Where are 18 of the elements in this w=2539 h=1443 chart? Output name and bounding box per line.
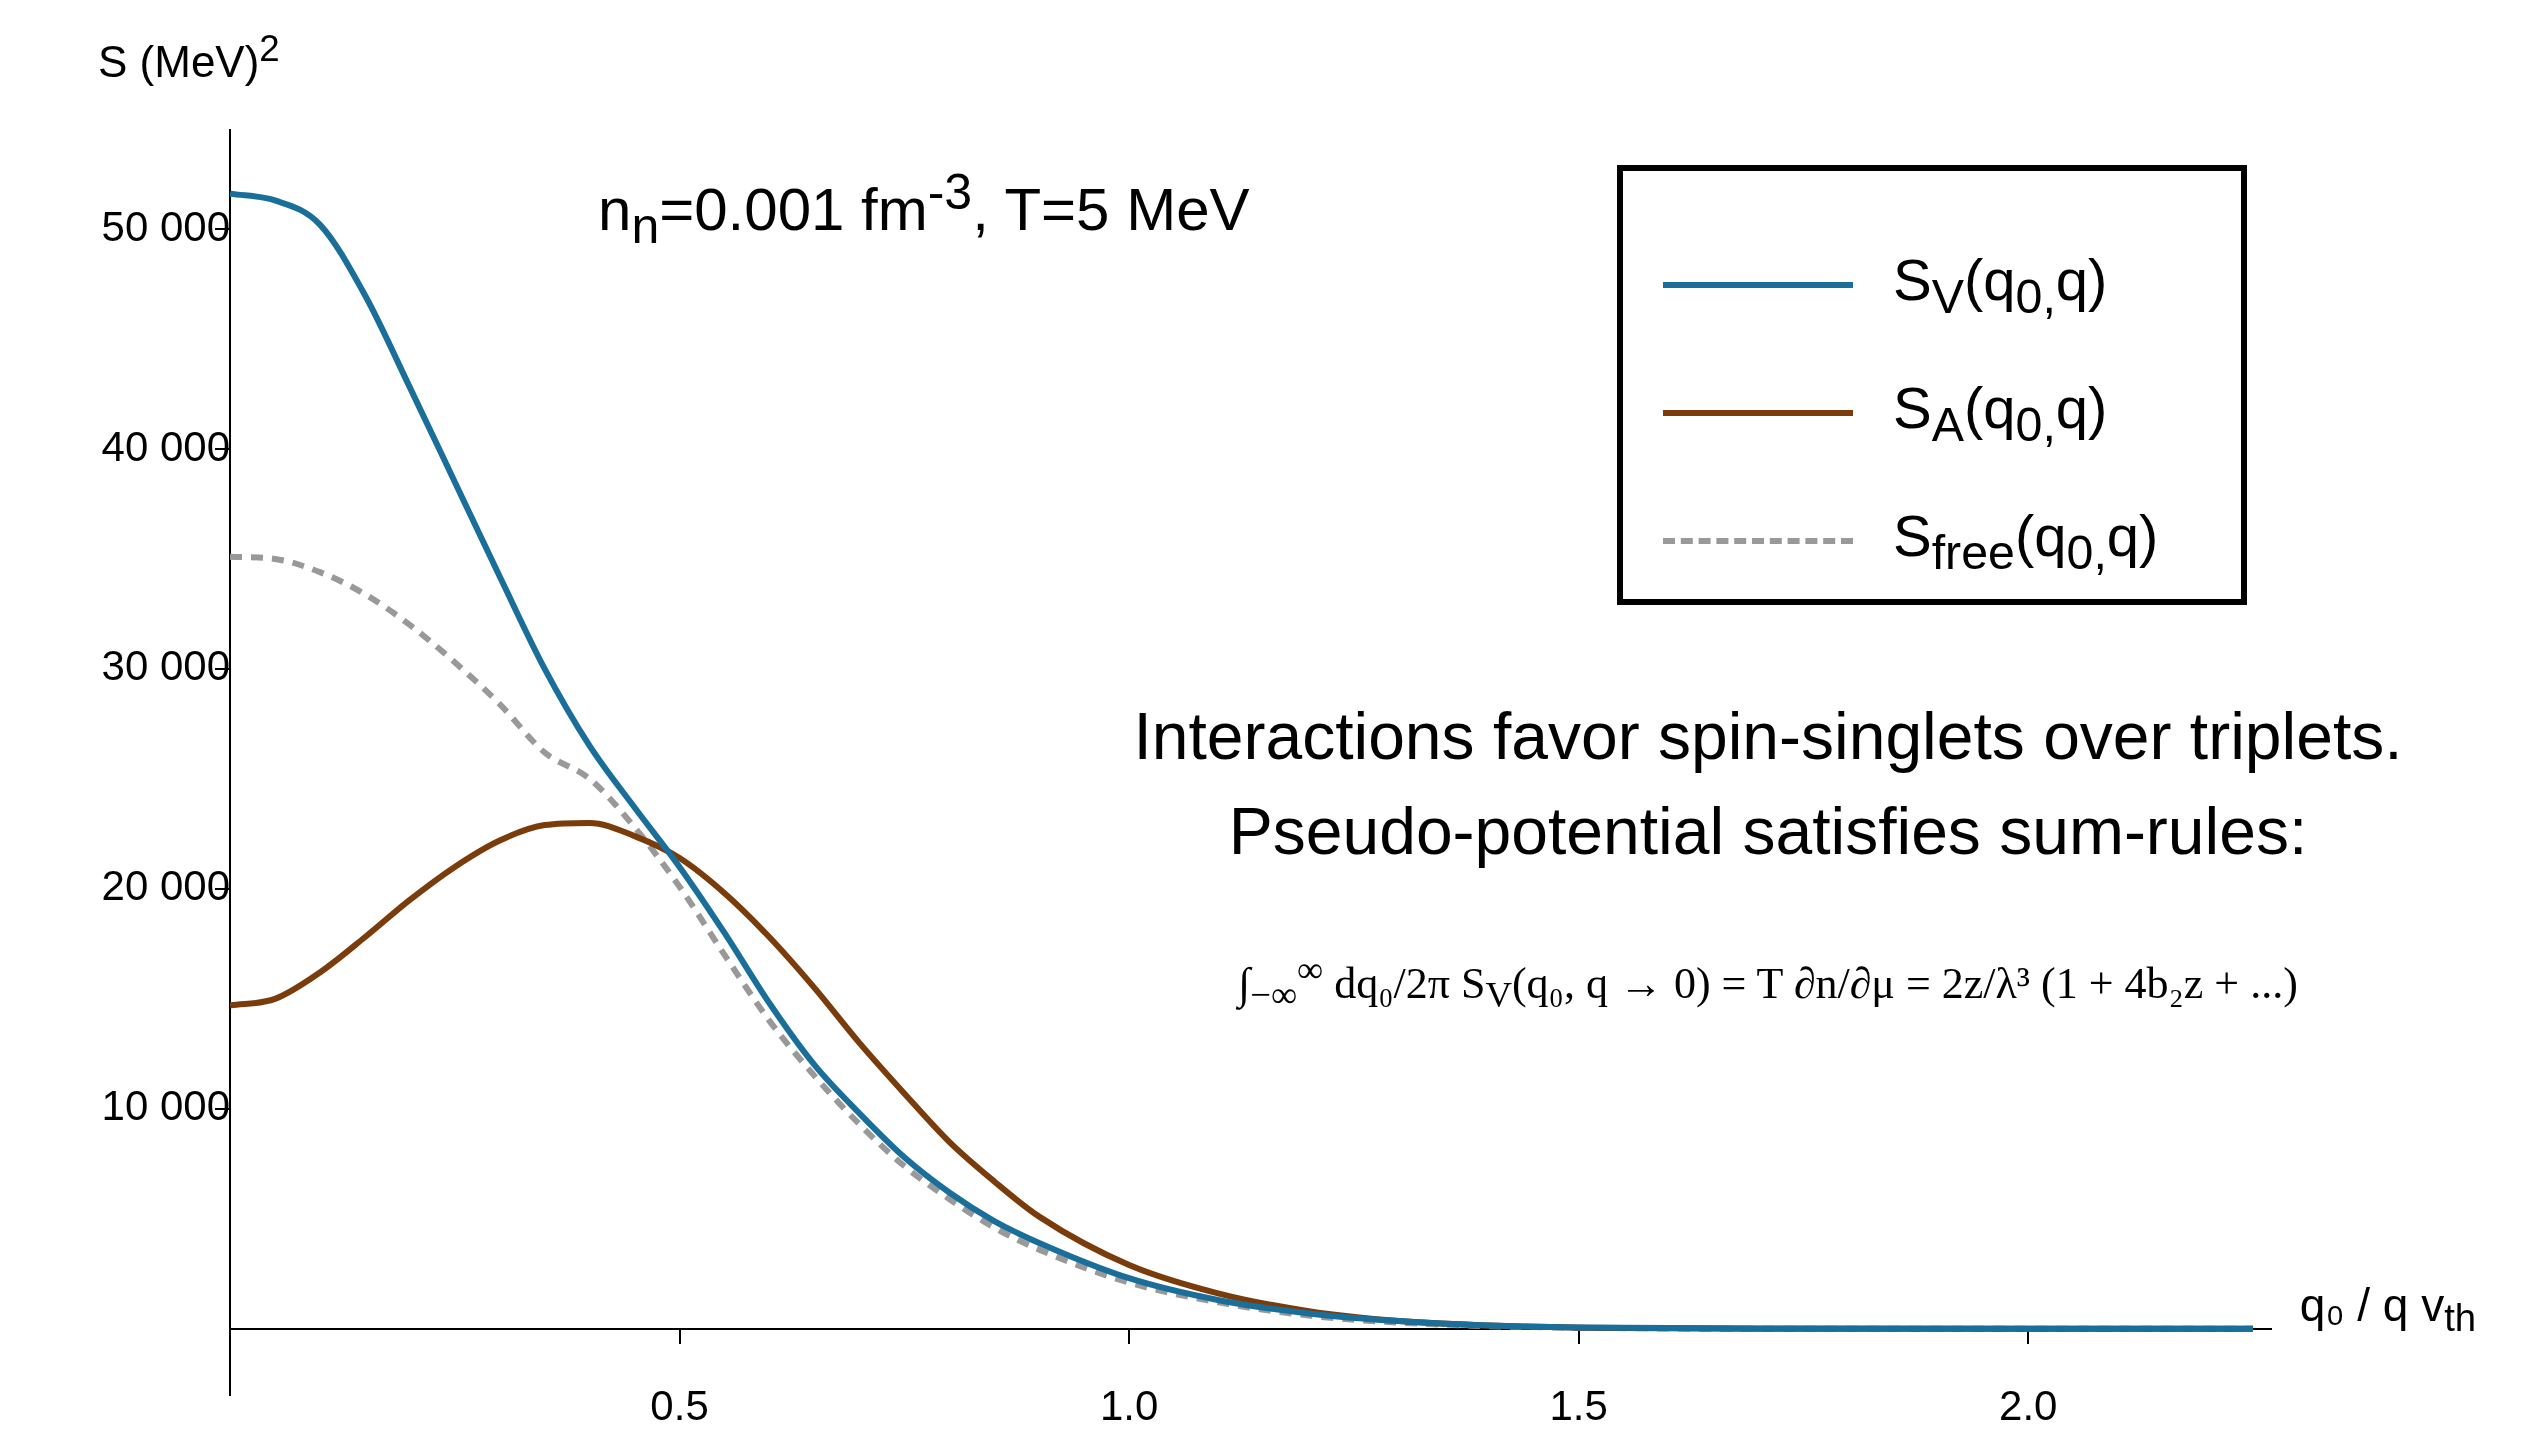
annotation: Interactions favor spin-singlets over triplets.	[1132, 698, 2404, 774]
y-tick-label: 10 000	[101, 1082, 230, 1130]
x-tick-label: 0.5	[650, 1381, 709, 1429]
legend-label: S$_{V}$(q$_{0,}$q)	[1893, 246, 2108, 324]
annotation: Pseudo-potential satisfies sum-rules:	[1227, 793, 2309, 869]
y-axis-title: S (MeV)$^{2}$	[98, 28, 280, 87]
y-tick-label: 20 000	[101, 862, 230, 910]
legend-label: S$_{free}$(q$_{0,}$q)	[1893, 502, 2159, 580]
y-tick-label: 50 000	[101, 202, 230, 250]
x-axis-title: q₀ / q v$_{th}$	[2298, 1278, 2478, 1341]
x-tick-label: 1.0	[1099, 1381, 1159, 1429]
y-tick-label: 30 000	[101, 642, 230, 690]
x-tick-label: 2.0	[1999, 1381, 2058, 1429]
annotation: ∫$_{−∞}$$^{∞}$ dq₀/2π S$_{V}$(q₀, q → 0) = T ∂n/∂μ = 2z/λ³ (1 + 4b₂z + ...)	[1235, 948, 2299, 1017]
y-tick-label: 40 000	[101, 422, 230, 470]
legend-label: S$_{A}$(q$_{0,}$q)	[1893, 374, 2108, 452]
text: n$_{n}$=0.001 fm$^{-3}$, T=5 MeV	[598, 163, 1250, 255]
x-tick-label: 1.5	[1549, 1381, 1608, 1429]
